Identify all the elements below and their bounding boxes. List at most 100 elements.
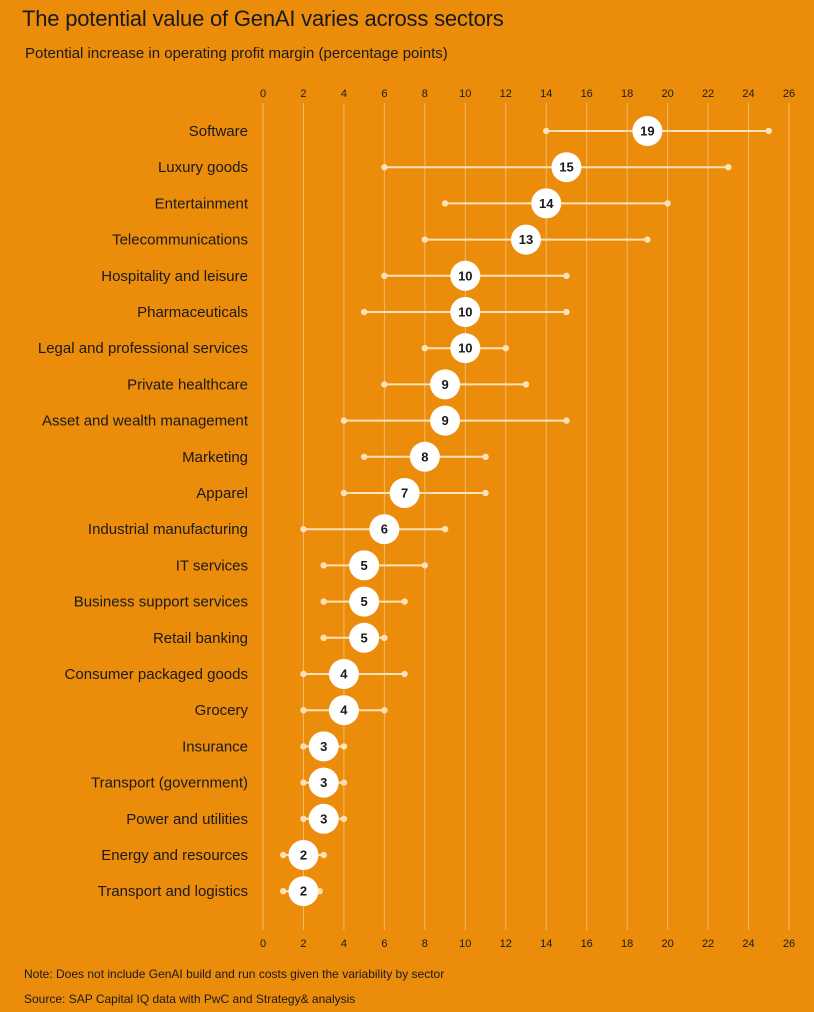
value-label: 5 — [361, 630, 368, 645]
value-marker — [328, 659, 359, 689]
value-label: 15 — [559, 160, 573, 175]
range-low-dot — [320, 562, 327, 569]
value-marker — [349, 550, 380, 581]
range-low-dot — [360, 453, 368, 460]
sector-label: Energy and resources — [101, 847, 248, 864]
value-label: 10 — [458, 268, 472, 283]
sector-label: Luxury goods — [158, 159, 248, 176]
x-tick-label-bottom: 20 — [661, 938, 673, 950]
sector-label: Industrial manufacturing — [88, 521, 248, 538]
range-high-dot — [563, 417, 570, 424]
range-low-dot — [421, 345, 429, 352]
range-low-dot — [320, 598, 327, 605]
value-label: 4 — [340, 667, 348, 682]
value-marker — [531, 188, 562, 219]
sector-label: Software — [189, 123, 248, 140]
sector-label: Marketing — [182, 449, 248, 466]
x-tick-label-top: 0 — [260, 88, 266, 100]
value-marker — [551, 152, 582, 183]
range-high-dot — [765, 127, 772, 135]
range-high-dot — [381, 707, 388, 714]
value-marker — [288, 876, 319, 907]
source-note: Source: SAP Capital IQ data with PwC and… — [24, 992, 356, 1006]
value-marker — [450, 333, 481, 364]
range-low-dot — [340, 417, 348, 424]
range-high-dot — [320, 851, 327, 859]
range-low-dot — [300, 779, 307, 786]
x-tick-label-top: 2 — [300, 88, 306, 100]
x-tick-label-bottom: 10 — [459, 938, 471, 950]
sector-label: Transport and logistics — [98, 883, 248, 900]
value-marker — [450, 260, 481, 291]
x-tick-label-bottom: 14 — [540, 938, 552, 950]
value-marker — [632, 116, 663, 146]
value-label: 6 — [381, 522, 388, 537]
range-high-dot — [502, 345, 509, 352]
value-label: 3 — [320, 739, 327, 754]
sector-label: Private healthcare — [127, 376, 248, 393]
sector-label: Business support services — [74, 594, 248, 611]
sector-label: Asset and wealth management — [42, 413, 249, 430]
x-tick-label-bottom: 24 — [742, 938, 754, 950]
value-marker — [308, 731, 339, 762]
x-tick-label-bottom: 26 — [783, 938, 795, 950]
value-marker — [349, 586, 380, 617]
range-low-dot — [421, 236, 429, 243]
value-label: 8 — [421, 449, 428, 464]
value-label: 10 — [458, 305, 472, 320]
range-low-dot — [381, 272, 388, 279]
x-tick-label-top: 12 — [500, 88, 512, 100]
sector-label: Entertainment — [155, 195, 249, 212]
value-marker — [288, 840, 319, 870]
value-marker — [308, 767, 339, 798]
x-tick-label-top: 24 — [742, 88, 754, 100]
x-tick-label-bottom: 12 — [500, 938, 512, 950]
x-tick-label-top: 14 — [540, 88, 552, 100]
chart-subtitle: Potential increase in operating profit m… — [25, 45, 448, 62]
x-tick-label-top: 6 — [381, 88, 387, 100]
x-tick-label-top: 8 — [422, 88, 428, 100]
sector-label: Grocery — [195, 702, 249, 719]
range-high-dot — [381, 634, 388, 641]
range-high-dot — [664, 200, 671, 207]
range-high-dot — [644, 236, 651, 243]
range-low-dot — [300, 743, 307, 750]
x-tick-label-bottom: 4 — [341, 938, 347, 950]
x-tick-label-bottom: 16 — [581, 938, 593, 950]
range-low-dot — [543, 127, 550, 135]
range-high-dot — [421, 562, 429, 569]
sector-label: Hospitality and leisure — [101, 268, 248, 285]
range-high-dot — [401, 670, 408, 678]
sector-label: Transport (government) — [91, 775, 248, 792]
value-marker — [328, 695, 359, 726]
x-tick-label-top: 10 — [459, 88, 471, 100]
value-marker — [430, 369, 461, 400]
range-low-dot — [300, 815, 307, 822]
x-tick-label-top: 22 — [702, 88, 714, 100]
range-high-dot — [340, 779, 348, 786]
range-high-dot — [401, 598, 408, 605]
sector-label: Insurance — [182, 738, 248, 755]
sector-label: IT services — [176, 557, 248, 574]
range-low-dot — [381, 381, 388, 388]
footnote: Note: Does not include GenAI build and r… — [24, 967, 445, 981]
range-high-dot — [563, 308, 570, 316]
range-high-dot — [340, 815, 348, 822]
sector-label: Legal and professional services — [38, 340, 248, 357]
range-high-dot — [482, 489, 489, 497]
range-low-dot — [300, 707, 307, 714]
value-label: 5 — [361, 594, 368, 609]
value-marker — [308, 803, 339, 834]
value-label: 2 — [300, 848, 307, 863]
value-marker — [430, 405, 461, 436]
range-low-dot — [441, 200, 449, 207]
value-label: 9 — [441, 413, 448, 428]
range-high-dot — [482, 453, 489, 460]
range-high-dot — [563, 272, 570, 279]
range-low-dot — [280, 888, 287, 895]
value-label: 3 — [320, 811, 327, 826]
value-marker — [511, 224, 541, 255]
range-dot-chart: 0022446688101012121414161618182020222224… — [38, 88, 795, 950]
value-marker — [450, 297, 481, 327]
sector-label: Telecommunications — [112, 232, 248, 249]
